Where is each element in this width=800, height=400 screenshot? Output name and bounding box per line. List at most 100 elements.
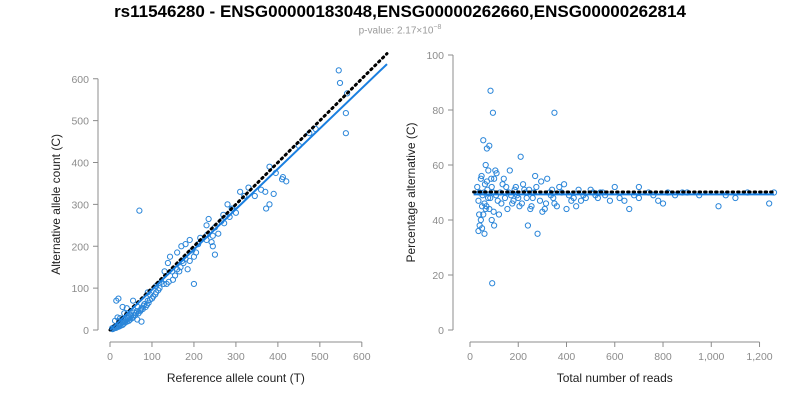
data-point xyxy=(336,79,344,87)
data-point xyxy=(190,253,198,260)
y-tick-label: 0 xyxy=(83,325,89,337)
p-value-text: p-value: 2.17×10 xyxy=(358,25,434,37)
data-point xyxy=(541,205,548,213)
data-point xyxy=(503,183,510,191)
data-point xyxy=(342,109,349,117)
data-point xyxy=(500,175,507,182)
data-point xyxy=(560,181,568,188)
data-point xyxy=(108,325,116,332)
chart-title: rs11546280 - ENSG00000183048,ENSG0000026… xyxy=(114,2,686,21)
data-point xyxy=(529,194,536,202)
data-point xyxy=(186,236,193,244)
data-point xyxy=(136,207,143,214)
x-tick-label: 200 xyxy=(185,351,203,363)
y-tick-label: 100 xyxy=(71,283,89,295)
data-point xyxy=(144,297,151,304)
data-point xyxy=(487,87,494,94)
data-point xyxy=(477,216,484,224)
y-axis-label: Percentage alternative (C) xyxy=(404,122,418,262)
data-point xyxy=(504,205,511,213)
data-point xyxy=(556,183,563,191)
y-tick-label: 300 xyxy=(71,199,89,211)
data-point xyxy=(228,205,235,212)
data-point xyxy=(480,211,487,218)
data-point xyxy=(116,317,123,324)
data-point xyxy=(241,192,248,200)
data-point xyxy=(489,109,497,116)
data-point xyxy=(184,266,191,273)
data-point xyxy=(563,205,570,213)
data-point xyxy=(528,203,535,210)
data-point xyxy=(534,230,541,237)
data-point xyxy=(335,67,342,74)
x-tick-label: 100 xyxy=(143,351,161,363)
data-point xyxy=(659,200,667,207)
data-point xyxy=(519,181,527,188)
data-point xyxy=(477,175,484,182)
data-point xyxy=(488,183,495,191)
data-point xyxy=(211,251,219,258)
x-axis-label: Total number of reads xyxy=(557,371,673,385)
data-point xyxy=(573,203,580,210)
data-point xyxy=(481,181,489,188)
data-point xyxy=(498,200,505,207)
data-point xyxy=(616,194,623,202)
data-point xyxy=(215,230,222,237)
y-axis-label: Alternative allele count (C) xyxy=(49,134,63,275)
data-point xyxy=(483,203,490,210)
data-point xyxy=(475,227,482,235)
data-point xyxy=(488,175,495,182)
data-point xyxy=(611,183,618,191)
data-point xyxy=(553,203,560,210)
data-point xyxy=(266,201,273,208)
data-point xyxy=(482,205,489,213)
data-point xyxy=(483,145,490,152)
p-value-subtitle: p-value: 2.17×10−8 xyxy=(0,24,800,36)
x-tick-label: 1,200 xyxy=(746,351,772,363)
data-point xyxy=(166,253,174,260)
x-tick-label: 400 xyxy=(558,351,576,363)
data-point xyxy=(263,205,270,212)
data-point xyxy=(524,222,532,229)
data-point xyxy=(138,318,145,325)
data-point xyxy=(190,280,198,288)
data-point xyxy=(506,167,513,174)
data-point xyxy=(766,200,773,207)
p-value-exponent: −8 xyxy=(433,24,442,31)
data-point xyxy=(485,167,492,174)
x-tick-label: 500 xyxy=(311,351,329,363)
y-tick-label: 20 xyxy=(432,270,444,282)
data-point xyxy=(635,183,642,191)
y-tick-label: 0 xyxy=(438,325,444,337)
data-point xyxy=(182,241,189,248)
data-point xyxy=(174,249,181,256)
data-point xyxy=(278,176,286,183)
data-point xyxy=(115,295,122,302)
y-tick-label: 200 xyxy=(71,241,89,253)
x-tick-label: 300 xyxy=(227,351,245,363)
data-point xyxy=(532,172,539,180)
data-point xyxy=(262,188,269,195)
reference-dotted-line xyxy=(108,52,389,332)
data-point xyxy=(509,200,516,207)
x-tick-label: 600 xyxy=(353,351,371,363)
data-point xyxy=(161,268,168,275)
data-point xyxy=(493,170,500,177)
data-point xyxy=(475,197,482,204)
data-point xyxy=(551,109,558,116)
x-tick-label: 1,000 xyxy=(698,351,724,363)
data-point xyxy=(208,238,215,246)
x-tick-label: 600 xyxy=(606,351,624,363)
x-tick-label: 400 xyxy=(269,351,287,363)
data-point xyxy=(606,197,614,204)
data-point xyxy=(237,188,244,195)
data-point xyxy=(494,197,501,204)
x-tick-label: 0 xyxy=(107,351,113,363)
y-tick-label: 100 xyxy=(426,50,444,62)
data-point xyxy=(491,222,498,229)
data-point xyxy=(481,230,488,237)
data-point xyxy=(488,216,495,224)
data-point xyxy=(490,208,497,215)
data-point xyxy=(538,178,545,185)
data-point xyxy=(344,90,351,97)
